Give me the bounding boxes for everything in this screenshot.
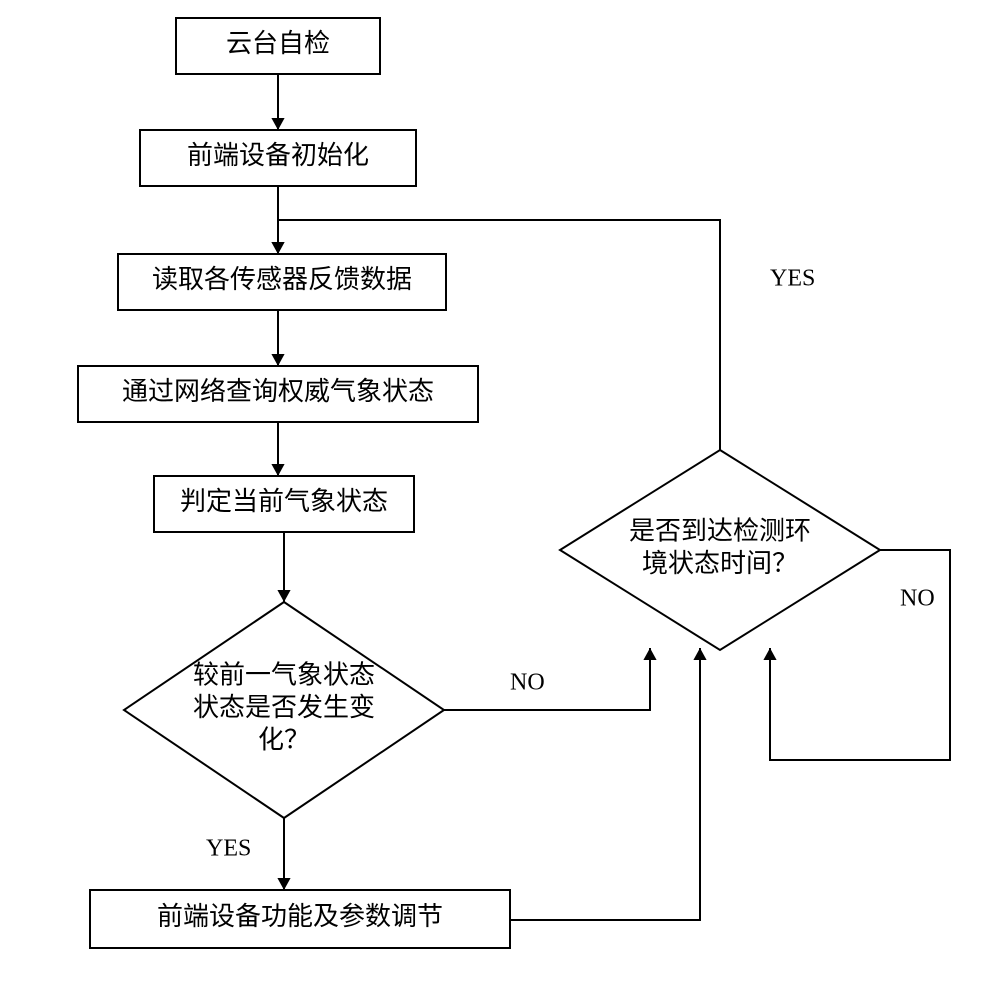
node-n3-line-0: 读取各传感器反馈数据 [152,265,412,294]
edge-label-e9: YES [770,266,815,292]
node-n1-line-0: 云台自检 [226,29,330,58]
node-n5: 判定当前气象状态 [154,476,414,532]
node-d1-line-2: 化？ [258,725,310,754]
node-n1: 云台自检 [176,18,380,74]
node-n4: 通过网络查询权威气象状态 [78,366,478,422]
node-n6: 前端设备功能及参数调节 [90,890,510,948]
node-n5-line-0: 判定当前气象状态 [180,487,388,516]
edge-label-e6: YES [206,836,251,862]
node-d2-line-0: 是否到达检测环 [629,517,811,546]
node-d1: 较前一气象状态状态是否发生变化？ [124,602,444,818]
edge-label-e10: NO [900,586,935,612]
edge-label-e7: NO [510,670,545,696]
node-n4-line-0: 通过网络查询权威气象状态 [122,377,434,406]
node-n2-line-0: 前端设备初始化 [187,141,369,170]
edge-e7 [444,648,650,710]
node-d1-line-0: 较前一气象状态 [193,660,375,689]
node-d2: 是否到达检测环境状态时间？ [560,450,880,650]
node-d2-line-1: 境状态时间？ [642,549,798,578]
node-n6-line-0: 前端设备功能及参数调节 [157,902,443,931]
node-d1-line-1: 状态是否发生变 [193,693,375,722]
node-n3: 读取各传感器反馈数据 [118,254,446,310]
node-n2: 前端设备初始化 [140,130,416,186]
